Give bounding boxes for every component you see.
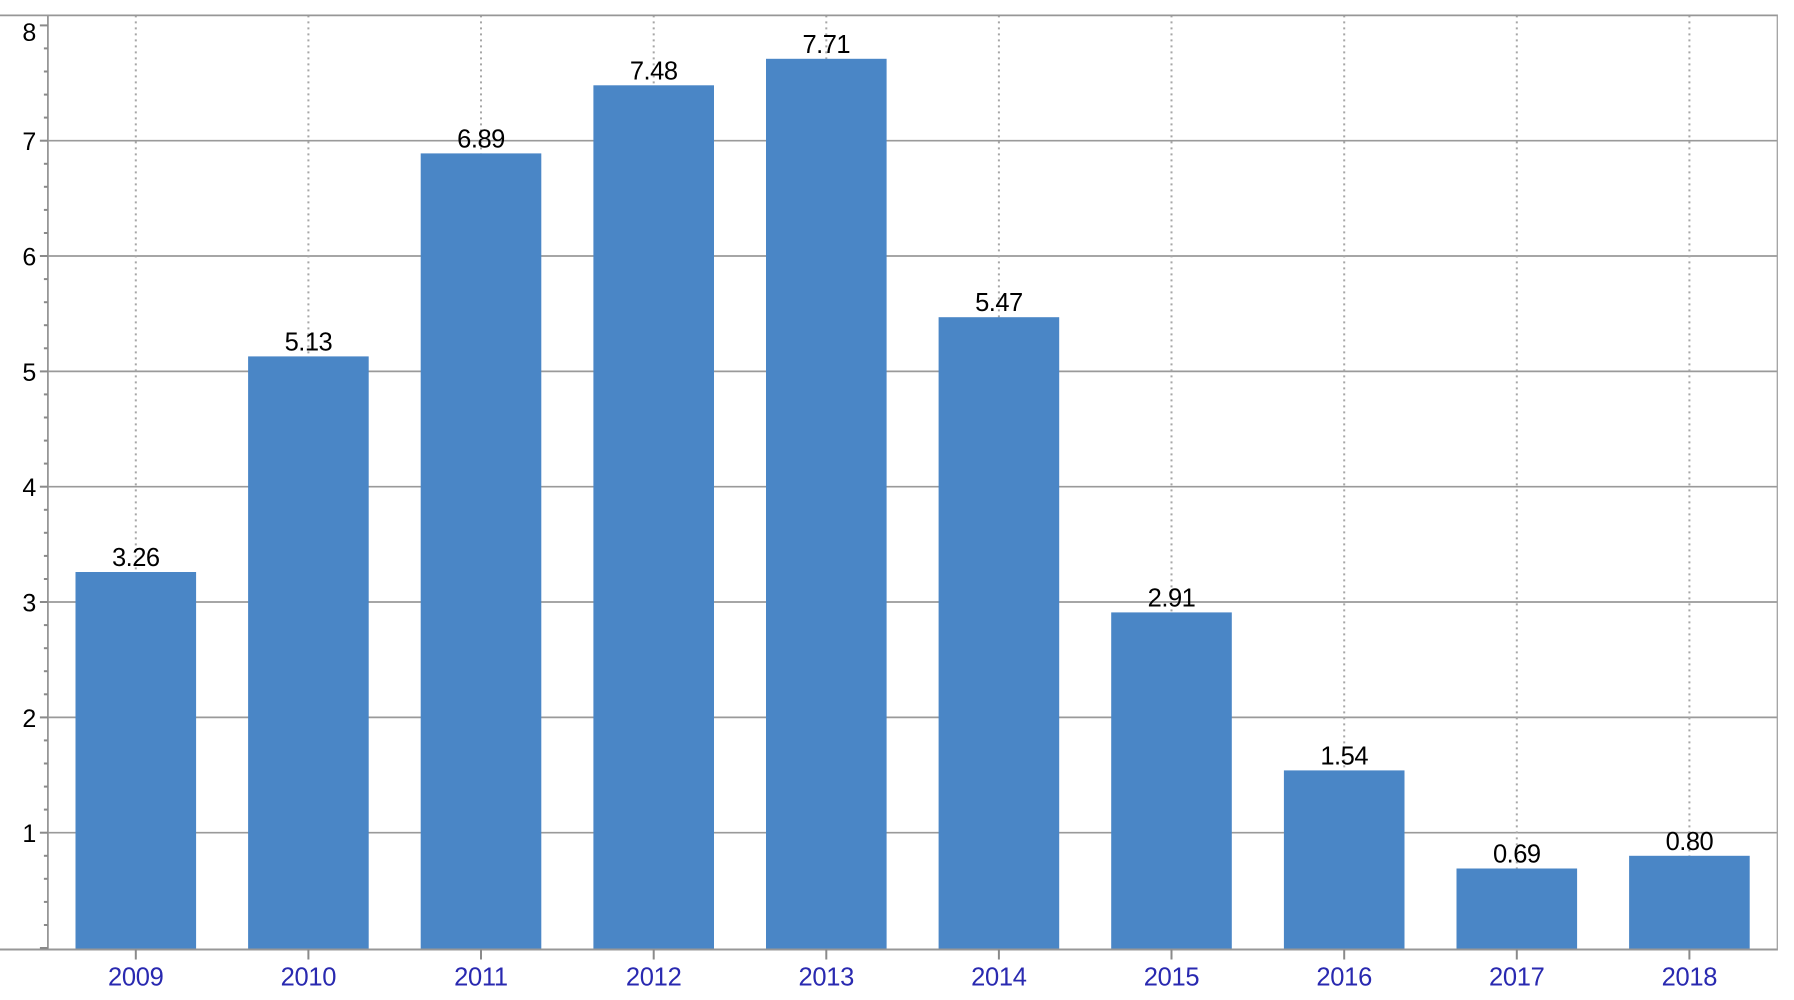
svg-text:6: 6 <box>22 243 36 271</box>
svg-text:2011: 2011 <box>454 964 508 992</box>
svg-text:5: 5 <box>22 359 36 387</box>
svg-text:2010: 2010 <box>281 964 337 992</box>
svg-text:2018: 2018 <box>1662 964 1718 992</box>
svg-text:5.47: 5.47 <box>975 289 1023 317</box>
svg-text:2015: 2015 <box>1144 964 1200 992</box>
svg-text:7.71: 7.71 <box>802 31 850 59</box>
svg-text:3: 3 <box>22 589 36 617</box>
svg-text:6.89: 6.89 <box>457 125 505 153</box>
svg-text:2.91: 2.91 <box>1148 584 1196 612</box>
svg-text:4: 4 <box>22 474 36 502</box>
svg-text:1: 1 <box>22 820 36 848</box>
svg-text:0.69: 0.69 <box>1493 841 1541 869</box>
svg-text:3.26: 3.26 <box>112 544 160 572</box>
svg-text:2014: 2014 <box>971 964 1027 992</box>
svg-text:2017: 2017 <box>1489 964 1545 992</box>
svg-text:2: 2 <box>22 705 36 733</box>
svg-text:0.80: 0.80 <box>1666 828 1714 856</box>
svg-text:1.54: 1.54 <box>1320 742 1368 770</box>
svg-text:2012: 2012 <box>626 964 682 992</box>
svg-text:2016: 2016 <box>1316 964 1372 992</box>
svg-text:7: 7 <box>22 128 36 156</box>
svg-text:8: 8 <box>22 19 36 47</box>
svg-text:2009: 2009 <box>108 964 164 992</box>
svg-text:2013: 2013 <box>799 964 855 992</box>
svg-text:5.13: 5.13 <box>285 328 333 356</box>
svg-text:7.48: 7.48 <box>630 57 678 85</box>
